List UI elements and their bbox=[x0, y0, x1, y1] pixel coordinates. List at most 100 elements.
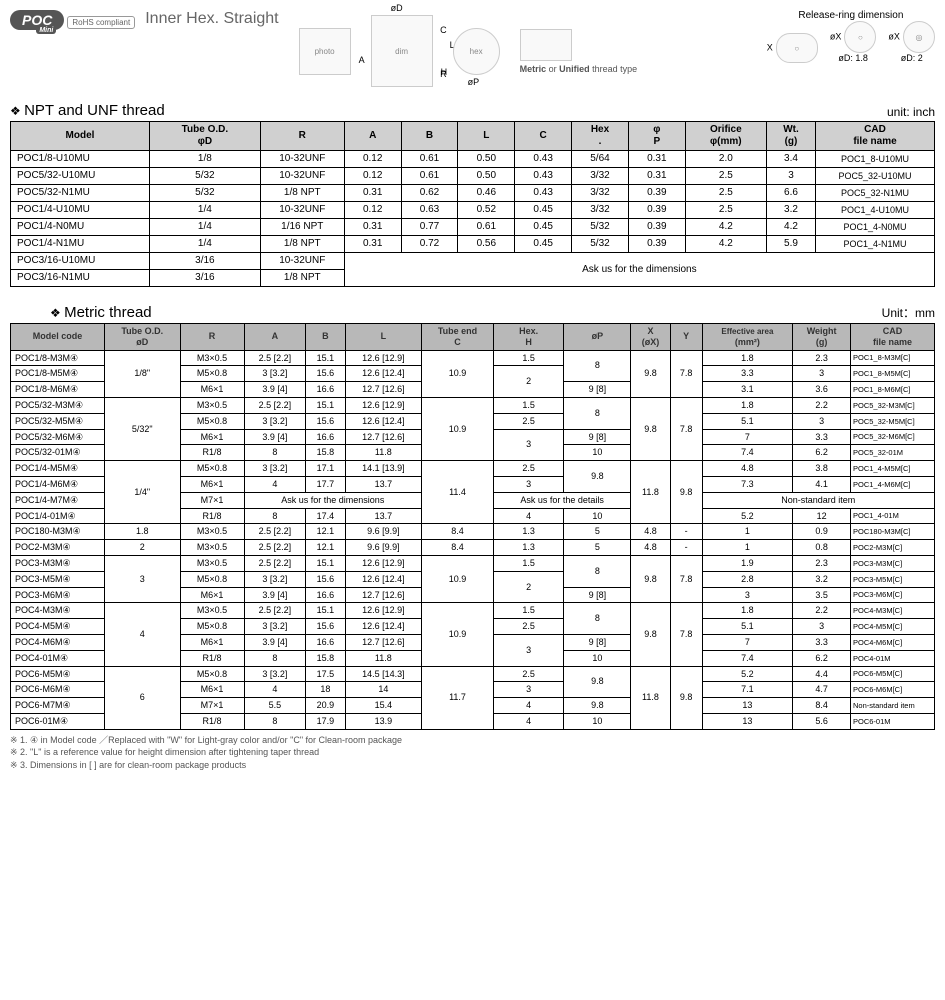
ring-circle2-icon: ◎ bbox=[903, 21, 935, 53]
cell: 2.5 bbox=[685, 168, 766, 185]
cell: 0.50 bbox=[458, 168, 515, 185]
ring-oval-icon: ○ bbox=[776, 33, 818, 63]
section-title-npt: NPT and UNF thread bbox=[10, 102, 165, 119]
cell: 4.2 bbox=[766, 219, 815, 236]
cell: POC5_32-U10MU bbox=[816, 168, 935, 185]
cell: 1/8 NPT bbox=[260, 185, 344, 202]
footnote-3: ※ 3. Dimensions in [ ] are for clean-roo… bbox=[10, 759, 935, 772]
dim-phiX2: øX bbox=[888, 32, 900, 42]
brand-text: POC bbox=[22, 12, 52, 28]
table-row: POC5/32-U10MU5/3210-32UNF0.120.610.500.4… bbox=[11, 168, 935, 185]
th-H: Hex.H bbox=[493, 324, 564, 351]
cell: 0.52 bbox=[458, 202, 515, 219]
brand-sub: Mini bbox=[36, 27, 56, 34]
cell: POC1_4-U10MU bbox=[816, 202, 935, 219]
cell: POC1/4-U10MU bbox=[11, 202, 150, 219]
cell: 4.2 bbox=[685, 219, 766, 236]
dimension-diagram-bottom: hex bbox=[453, 28, 500, 75]
th-model: Model bbox=[11, 122, 150, 151]
table-row: POC1/4-N1MU1/41/8 NPT0.310.720.560.455/3… bbox=[11, 236, 935, 253]
th-Y: Y bbox=[670, 324, 702, 351]
cell: 1/8 NPT bbox=[260, 270, 344, 287]
th-R: R bbox=[260, 122, 344, 151]
cell: POC1/4-N0MU bbox=[11, 219, 150, 236]
cell: 0.45 bbox=[515, 202, 572, 219]
th-phiP: φP bbox=[628, 122, 685, 151]
unit-inch: unit: inch bbox=[887, 105, 935, 119]
cell: 0.39 bbox=[628, 202, 685, 219]
rohs-badge: RoHS compliant bbox=[67, 16, 135, 29]
table-header-row: Model Tube O.D.φD R A B L C Hex. φP Orif… bbox=[11, 122, 935, 151]
cell: 2.5 bbox=[685, 185, 766, 202]
ring2-d: øD: 2 bbox=[888, 53, 935, 63]
cell: 0.31 bbox=[344, 185, 401, 202]
th-X: X(øX) bbox=[631, 324, 670, 351]
cell: 1/4 bbox=[150, 202, 261, 219]
cell: 1/8 NPT bbox=[260, 236, 344, 253]
cell: 0.46 bbox=[458, 185, 515, 202]
cell: POC5_32-N1MU bbox=[816, 185, 935, 202]
table-row: POC1/4-N0MU1/41/16 NPT0.310.770.610.455/… bbox=[11, 219, 935, 236]
cell: POC3/16-U10MU bbox=[11, 253, 150, 270]
cell: 0.43 bbox=[515, 185, 572, 202]
th-model-code: Model code bbox=[11, 324, 105, 351]
cell: 6.6 bbox=[766, 185, 815, 202]
diagram-area: photo dim øD C L B A R hex H øP Metric o… bbox=[299, 15, 638, 87]
cell: 3/16 bbox=[150, 253, 261, 270]
cell: 3/32 bbox=[572, 202, 629, 219]
cell: POC3/16-N1MU bbox=[11, 270, 150, 287]
npt-unf-table: Model Tube O.D.φD R A B L C Hex. φP Orif… bbox=[10, 121, 935, 287]
th-phiP: øP bbox=[564, 324, 631, 351]
th-A: A bbox=[344, 122, 401, 151]
th-cad: CADfile name bbox=[851, 324, 935, 351]
section-title-metric: Metric thread bbox=[50, 304, 152, 321]
table-row: POC5/32-N1MU5/321/8 NPT0.310.620.460.433… bbox=[11, 185, 935, 202]
cell: 4.2 bbox=[685, 236, 766, 253]
cell: 0.50 bbox=[458, 151, 515, 168]
cell: 2.5 bbox=[685, 202, 766, 219]
ask-cell: Ask us for the dimensions bbox=[344, 253, 934, 287]
product-title: Inner Hex. Straight bbox=[145, 10, 278, 28]
footnote-1: ※ 1. ④ in Model code ／Replaced with "W" … bbox=[10, 734, 935, 747]
cell: 3/16 bbox=[150, 270, 261, 287]
cell: 0.61 bbox=[401, 168, 458, 185]
th-C: Tube endC bbox=[422, 324, 494, 351]
thread-diagram bbox=[520, 29, 572, 61]
cell: 0.39 bbox=[628, 236, 685, 253]
cell: 3.4 bbox=[766, 151, 815, 168]
cell: 0.31 bbox=[344, 236, 401, 253]
brand-block: POC Mini RoHS compliant bbox=[10, 10, 135, 30]
cell: 1/4 bbox=[150, 219, 261, 236]
cell: 0.43 bbox=[515, 151, 572, 168]
dim-phiX1: øX bbox=[830, 32, 842, 42]
cell: 3/32 bbox=[572, 185, 629, 202]
dim-X: X bbox=[767, 43, 773, 53]
cell: 0.12 bbox=[344, 151, 401, 168]
dim-C: C bbox=[440, 25, 447, 35]
th-Hex: Hex. bbox=[572, 122, 629, 151]
th-area: Effective area(mm²) bbox=[702, 324, 793, 351]
footnote-2: ※ 2. "L" is a reference value for height… bbox=[10, 746, 935, 759]
th-tube-od: Tube O.D.φD bbox=[150, 122, 261, 151]
cell: 0.63 bbox=[401, 202, 458, 219]
release-ring-title: Release-ring dimension bbox=[767, 10, 935, 21]
dim-phiD: øD bbox=[391, 3, 403, 13]
cell: POC1_8-U10MU bbox=[816, 151, 935, 168]
cell: 5/32 bbox=[572, 219, 629, 236]
th-orifice: Orificeφ(mm) bbox=[685, 122, 766, 151]
table-header-row: Model code Tube O.D.øD R A B L Tube endC… bbox=[11, 324, 935, 351]
th-A: A bbox=[244, 324, 306, 351]
cell: 10-32UNF bbox=[260, 253, 344, 270]
cell: 0.62 bbox=[401, 185, 458, 202]
th-tube-od: Tube O.D.øD bbox=[105, 324, 181, 351]
table-row: POC1/8-U10MU1/810-32UNF0.120.610.500.435… bbox=[11, 151, 935, 168]
cell: 0.39 bbox=[628, 185, 685, 202]
footnotes: ※ 1. ④ in Model code ／Replaced with "W" … bbox=[10, 734, 935, 772]
th-L: L bbox=[345, 324, 422, 351]
cell: 0.12 bbox=[344, 168, 401, 185]
dimension-diagram-side: dim bbox=[371, 15, 433, 87]
cell: POC5/32-N1MU bbox=[11, 185, 150, 202]
cell: 0.61 bbox=[401, 151, 458, 168]
cell: 5/64 bbox=[572, 151, 629, 168]
th-cad: CADfile name bbox=[816, 122, 935, 151]
